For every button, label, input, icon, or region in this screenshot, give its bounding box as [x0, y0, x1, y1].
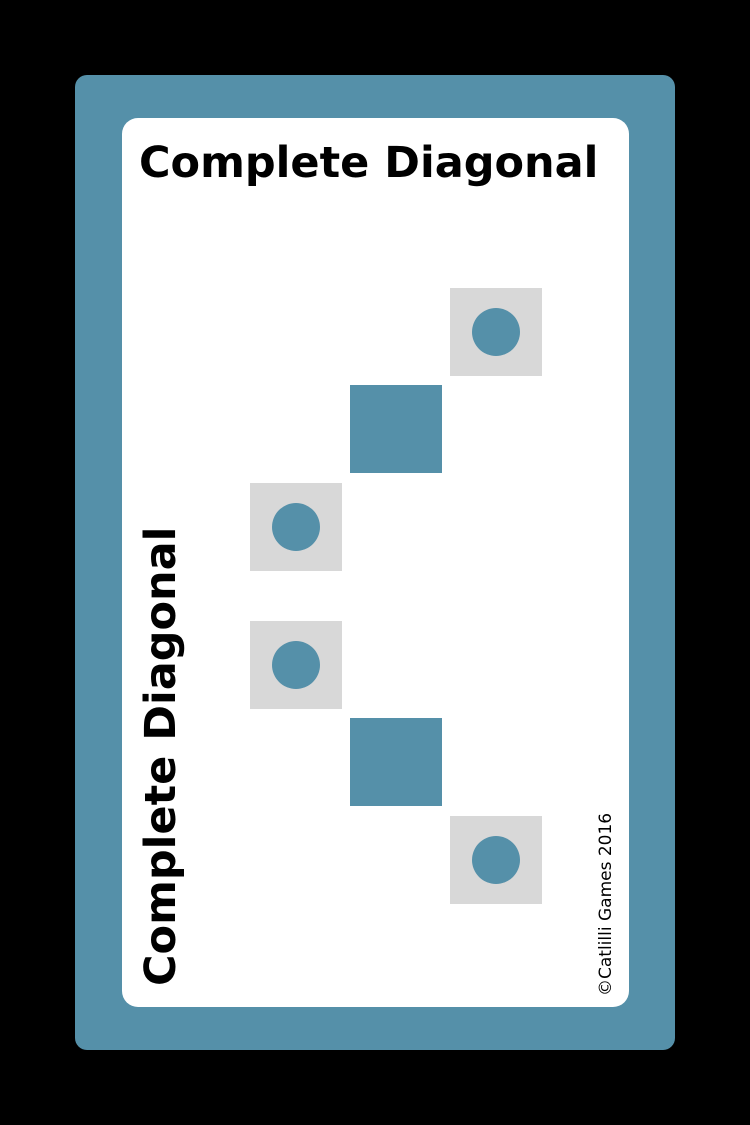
token-circle-icon	[472, 836, 520, 884]
copyright-notice: ©Catlilli Games 2016	[596, 812, 616, 996]
pattern-cell-empty	[250, 483, 342, 571]
pattern-cell-empty	[250, 621, 342, 709]
pattern-cell-empty	[450, 816, 542, 904]
card-title: Complete Diagonal	[139, 138, 599, 188]
token-circle-icon	[272, 503, 320, 551]
pattern-cell-filled	[350, 718, 442, 806]
token-circle-icon	[272, 641, 320, 689]
game-card[interactable]: Complete Diagonal Complete Diagonal ©Cat…	[75, 75, 675, 1050]
pattern-cell-empty	[450, 288, 542, 376]
card-face: Complete Diagonal Complete Diagonal ©Cat…	[122, 118, 629, 1007]
pattern-cell-filled	[350, 385, 442, 473]
card-side-title: Complete Diagonal	[136, 526, 186, 986]
token-circle-icon	[472, 308, 520, 356]
